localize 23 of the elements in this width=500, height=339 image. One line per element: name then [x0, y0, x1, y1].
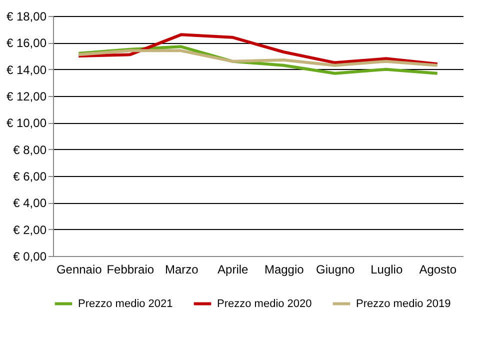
y-tick-label: € 14,00 [6, 62, 47, 77]
y-tick-label: € 8,00 [13, 142, 47, 157]
y-tick-label: € 18,00 [6, 10, 47, 24]
x-tick-label: Giugno [316, 262, 356, 276]
y-tick-label: € 6,00 [13, 170, 47, 184]
y-tick-label: € 10,00 [6, 116, 47, 130]
x-tick-label: Marzo [164, 262, 199, 276]
y-tick-label: € 4,00 [13, 196, 47, 210]
legend-label: Prezzo medio 2019 [356, 298, 451, 310]
x-tick-label: Agosto [419, 262, 457, 276]
x-tick-label: Maggio [264, 262, 304, 276]
x-tick-label: Gennaio [56, 262, 102, 276]
legend-label: Prezzo medio 2021 [78, 298, 173, 310]
x-tick-label: Luglio [370, 262, 403, 276]
y-tick-label: € 2,00 [13, 222, 47, 237]
y-tick-label: € 0,00 [13, 250, 47, 264]
line-series [77, 49, 439, 67]
line-series [77, 33, 439, 66]
y-tick-label: € 16,00 [6, 36, 47, 50]
x-tick-label: Aprile [218, 262, 249, 276]
y-tick-label: € 12,00 [6, 90, 47, 104]
legend-label: Prezzo medio 2020 [217, 298, 312, 310]
x-tick-label: Febbraio [106, 262, 154, 276]
